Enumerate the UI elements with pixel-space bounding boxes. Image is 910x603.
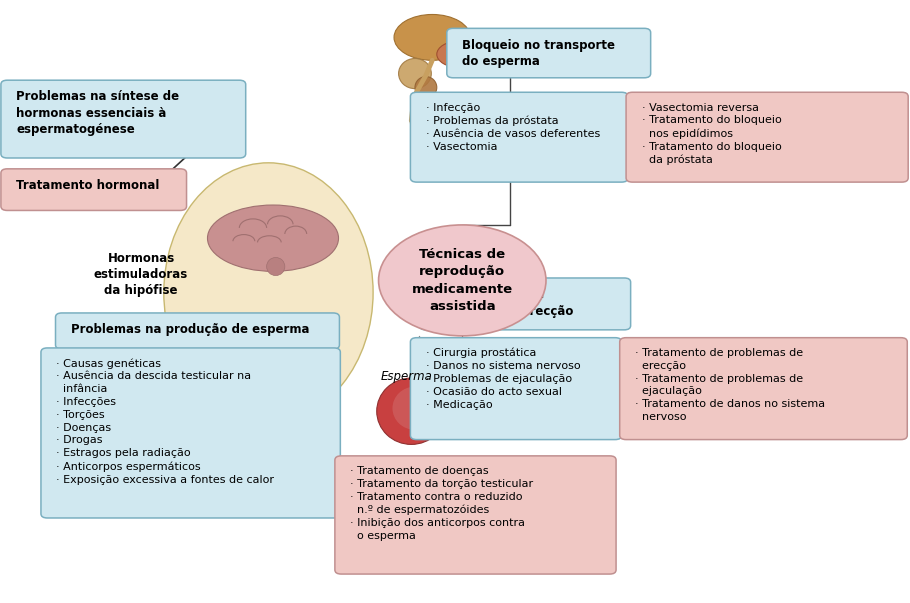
Text: · Causas genéticas
· Ausência da descida testicular na
  infância
· Infecções
· : · Causas genéticas · Ausência da descida… bbox=[56, 358, 275, 485]
FancyBboxPatch shape bbox=[335, 456, 616, 574]
Ellipse shape bbox=[164, 163, 373, 422]
FancyBboxPatch shape bbox=[410, 338, 622, 440]
Text: · Infecção
· Problemas da próstata
· Ausência de vasos deferentes
· Vasectomia: · Infecção · Problemas da próstata · Aus… bbox=[426, 103, 600, 151]
Ellipse shape bbox=[415, 77, 437, 98]
FancyBboxPatch shape bbox=[620, 338, 907, 440]
Ellipse shape bbox=[267, 257, 285, 276]
Ellipse shape bbox=[207, 205, 339, 271]
FancyBboxPatch shape bbox=[56, 313, 339, 349]
Text: Técnicas de
reprodução
medicamente
assistida: Técnicas de reprodução medicamente assis… bbox=[411, 248, 513, 313]
Text: Problemas na produção de esperma: Problemas na produção de esperma bbox=[71, 323, 309, 336]
Ellipse shape bbox=[437, 41, 482, 68]
FancyArrow shape bbox=[322, 365, 324, 398]
Ellipse shape bbox=[392, 387, 438, 430]
Ellipse shape bbox=[377, 378, 446, 444]
Text: · Cirurgia prostática
· Danos no sistema nervoso
· Problemas de ejaculação
· Oca: · Cirurgia prostática · Danos no sistema… bbox=[426, 348, 581, 409]
FancyBboxPatch shape bbox=[447, 28, 651, 78]
Circle shape bbox=[379, 225, 546, 336]
Text: · Tratamento de doenças
· Tratamento da torção testicular
· Tratamento contra o : · Tratamento de doenças · Tratamento da … bbox=[350, 466, 533, 541]
Text: Hormonas
estimuladoras
da hipófise: Hormonas estimuladoras da hipófise bbox=[94, 252, 188, 297]
Ellipse shape bbox=[394, 14, 470, 60]
Text: Bloqueio no transporte
do esperma: Bloqueio no transporte do esperma bbox=[462, 39, 615, 68]
FancyBboxPatch shape bbox=[410, 92, 628, 182]
Text: Tratamento hormonal: Tratamento hormonal bbox=[16, 179, 160, 192]
FancyBboxPatch shape bbox=[41, 348, 340, 518]
Ellipse shape bbox=[399, 58, 431, 89]
Text: · Tratamento de problemas de
  erecção
· Tratamento de problemas de
  ejaculação: · Tratamento de problemas de erecção · T… bbox=[635, 348, 825, 422]
FancyBboxPatch shape bbox=[1, 169, 187, 210]
FancyBboxPatch shape bbox=[626, 92, 908, 182]
FancyBboxPatch shape bbox=[420, 278, 631, 330]
FancyBboxPatch shape bbox=[1, 80, 246, 158]
Text: · Vasectomia reversa
· Tratamento do bloqueio
  nos epidídimos
· Tratamento do b: · Vasectomia reversa · Tratamento do blo… bbox=[642, 103, 782, 165]
Text: Esperma: Esperma bbox=[380, 370, 432, 384]
Text: Perturbações na
ejaculação e erecção: Perturbações na ejaculação e erecção bbox=[435, 288, 573, 318]
Text: Problemas na síntese de
hormonas essenciais à
espermatogénese: Problemas na síntese de hormonas essenci… bbox=[16, 90, 179, 136]
